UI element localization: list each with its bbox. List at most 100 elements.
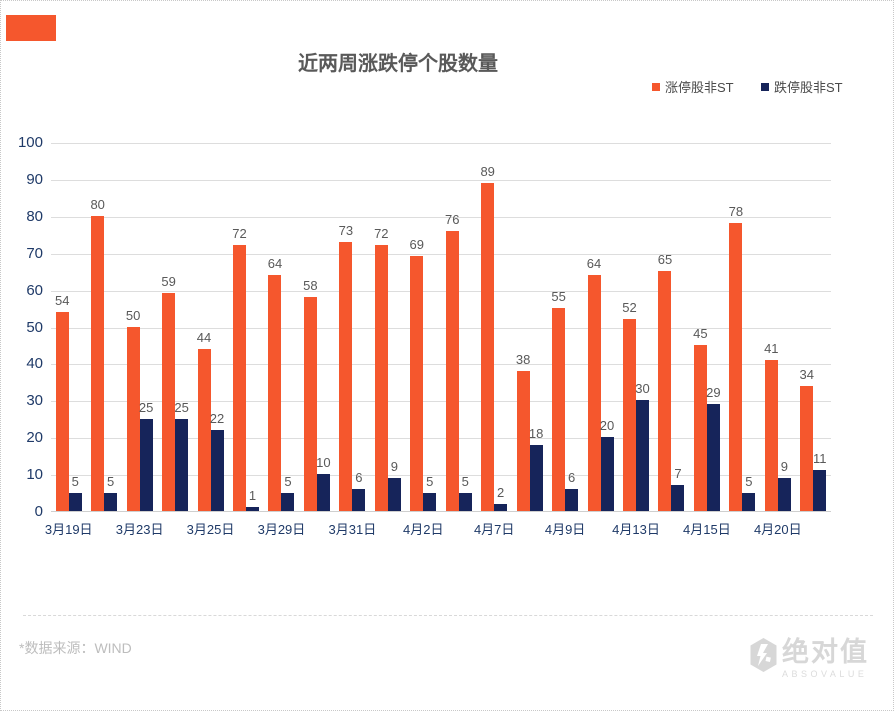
bar-value-label: 30 [635, 381, 650, 397]
bar-limit-down [671, 485, 685, 511]
bar-value-label: 38 [515, 351, 531, 367]
bar-limit-up [55, 311, 69, 511]
bar-limit-down [600, 437, 614, 511]
bar-limit-down [210, 429, 224, 511]
bar-limit-up [91, 215, 105, 511]
x-tick-label: 3月23日 [115, 522, 164, 537]
bar-limit-down [565, 488, 579, 511]
bar-limit-up [587, 274, 601, 511]
bar-value-label: 59 [161, 274, 176, 290]
bar-limit-down [387, 477, 401, 511]
legend-marker-limit-up [652, 82, 660, 91]
plot-area: 54 5 80 5 50 25 59 25 44 22 72 1 64 5 58 10 73 6 72 9 69 5 76 5… [51, 143, 831, 512]
bar-value-label: 44 [196, 329, 212, 345]
bar-value-label: 5 [461, 473, 469, 489]
bar-limit-down [316, 474, 330, 511]
bar-limit-down [352, 488, 366, 511]
bar-limit-up [126, 326, 140, 511]
bar-value-label: 89 [480, 163, 495, 179]
brand-name-en: ABSOVALUE [782, 669, 868, 679]
bar-value-label: 55 [551, 289, 566, 305]
bar-limit-up [162, 293, 176, 511]
bar-value-label: 72 [374, 226, 389, 242]
bar-limit-down [636, 400, 649, 511]
y-tick-label: 90 [26, 170, 43, 188]
gridline [51, 290, 831, 292]
x-tick-label: 4月2日 [403, 522, 444, 537]
brand-text: 绝对值 ABSOVALUE [782, 637, 869, 679]
bar-limit-up [374, 245, 388, 511]
chart-title: 近两周涨跌停个股数量 [298, 53, 498, 75]
bar-limit-up [729, 223, 743, 511]
footer-divider [23, 615, 873, 616]
bar-value-label: 52 [622, 300, 637, 316]
bar-limit-down [175, 418, 189, 511]
bar-limit-up [516, 370, 530, 511]
bar-value-label: 72 [232, 226, 247, 242]
bar-value-label: 34 [799, 366, 814, 382]
y-tick-label: 80 [26, 207, 43, 225]
gridline [51, 143, 831, 144]
bar-value-label: 64 [586, 255, 602, 271]
bar-value-label: 20 [599, 418, 615, 434]
y-tick-label: 60 [26, 281, 43, 299]
bar-value-label: 41 [764, 340, 779, 356]
bar-value-label: 5 [71, 473, 79, 489]
bar-value-label: 73 [338, 222, 354, 238]
y-tick-label: 20 [26, 429, 43, 447]
legend-label-limit-up: 涨停股非ST [665, 80, 734, 95]
bar-limit-down [742, 492, 756, 511]
y-tick-label: 30 [26, 392, 43, 410]
x-tick-label: 4月15日 [683, 522, 731, 537]
bar-limit-up [268, 274, 282, 511]
bar-limit-up [764, 359, 778, 511]
bar-value-label: 45 [693, 325, 708, 341]
x-tick-label: 3月25日 [186, 522, 235, 537]
y-tick-label: 50 [26, 318, 43, 336]
bar-value-label: 76 [444, 211, 460, 227]
bar-limit-down [458, 492, 472, 511]
x-tick-label: 3月19日 [44, 522, 93, 537]
bar-value-label: 58 [303, 277, 318, 293]
bar-limit-down [423, 492, 437, 511]
bar-limit-down [281, 492, 295, 511]
bar-limit-up [800, 385, 814, 511]
bar-limit-down [104, 492, 118, 511]
bar-limit-down [139, 418, 153, 511]
bar-limit-down [494, 503, 508, 511]
bar-limit-up [693, 344, 707, 511]
gridline [51, 253, 831, 255]
bar-limit-up [658, 271, 672, 511]
bar-value-label: 25 [174, 399, 189, 415]
bar-limit-up [552, 308, 566, 511]
bar-value-label: 7 [674, 466, 682, 482]
gridline [51, 438, 831, 440]
bar-value-label: 18 [528, 425, 544, 441]
bar-value-label: 2 [497, 484, 505, 500]
bar-value-label: 9 [780, 458, 788, 474]
x-tick-label: 3月31日 [328, 522, 377, 537]
bar-value-label: 69 [409, 237, 424, 253]
y-tick-label: 70 [26, 244, 43, 262]
y-tick-label: 0 [34, 503, 43, 520]
bar-limit-up [303, 296, 317, 511]
gridline [51, 364, 831, 366]
x-tick-label: 4月7日 [473, 522, 515, 537]
bar-value-label: 5 [745, 473, 753, 489]
bar-value-label: 78 [728, 204, 744, 220]
bar-value-label: 10 [316, 455, 331, 471]
bar-value-label: 25 [138, 399, 154, 415]
bar-value-label: 9 [390, 458, 398, 474]
x-tick-label: 4月13日 [612, 522, 660, 537]
legend-item-limit-down: 跌停股非ST [761, 77, 843, 96]
bar-value-label: 6 [567, 469, 576, 485]
gridline [51, 475, 831, 477]
x-tick-label: 4月9日 [544, 522, 586, 537]
bar-limit-up [410, 256, 424, 511]
x-tick-label: 4月20日 [753, 522, 802, 537]
bar-value-label: 11 [813, 451, 827, 467]
bar-limit-down [68, 492, 82, 511]
bar-value-label: 5 [107, 473, 115, 489]
gridline [51, 216, 831, 218]
